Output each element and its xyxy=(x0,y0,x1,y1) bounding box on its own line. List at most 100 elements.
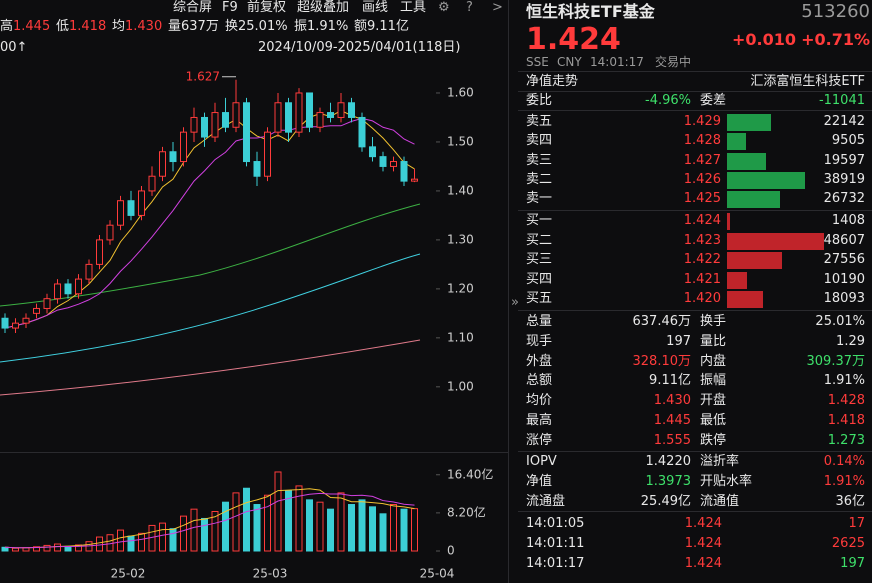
order-volume-bar xyxy=(727,114,772,131)
order-price: 1.424 xyxy=(683,213,721,228)
order-price: 1.422 xyxy=(683,252,721,267)
stat-label: 量 xyxy=(168,19,182,34)
divider xyxy=(518,310,872,311)
toolbar-icon[interactable]: ⚙ xyxy=(438,0,450,15)
candle-body xyxy=(369,146,376,158)
order-volume: 48607 xyxy=(823,232,865,248)
stat-label: 高 xyxy=(0,19,14,34)
menu-item[interactable]: F9 xyxy=(222,0,238,15)
order-volume-bar xyxy=(727,271,748,289)
volume-bar xyxy=(264,494,271,552)
date-range[interactable]: 2024/10/09-2025/04/01(118日) xyxy=(258,40,461,55)
order-volume: 38919 xyxy=(823,171,865,187)
stat-label: 额 xyxy=(354,19,368,34)
stat-label: 低 xyxy=(56,19,70,34)
volume-bar xyxy=(96,536,103,552)
chart-panel: 1.60 1.50 1.40 1.30 1.20 1.10 1.00 1.627 16.40亿 8… xyxy=(0,69,493,581)
volume-bar xyxy=(295,485,303,552)
price-change-pct: +0.71% xyxy=(801,30,870,49)
security-name: 恒生科技ETF基金 xyxy=(526,2,655,21)
order-volume: 9505 xyxy=(831,133,865,149)
order-volume: 26732 xyxy=(823,191,865,207)
order-price: 1.425 xyxy=(683,191,721,207)
detail-value: 0.14% xyxy=(823,454,865,469)
order-volume-bar xyxy=(727,152,767,170)
divider xyxy=(518,71,872,72)
quote-meta: CNY xyxy=(557,55,582,69)
volume-bar xyxy=(190,508,198,552)
candle-body xyxy=(64,283,72,295)
order-level: 买三 xyxy=(526,252,553,267)
y-tick-label: 1.60 xyxy=(447,85,474,99)
collapse-button[interactable]: » xyxy=(511,295,519,310)
menu-item[interactable]: 综合屏 xyxy=(173,0,213,15)
toolbar-icon[interactable]: > xyxy=(492,0,503,15)
volume-bar xyxy=(159,522,166,552)
candle-body xyxy=(243,102,250,163)
detail-value: 1.3973 xyxy=(645,473,692,489)
order-price: 1.421 xyxy=(683,271,721,287)
divider xyxy=(518,511,872,512)
candle-body xyxy=(295,92,303,133)
stat-label: 振 xyxy=(294,19,308,34)
quote-meta: 交易中 xyxy=(655,55,692,69)
candle-body xyxy=(106,224,114,241)
order-price: 1.427 xyxy=(683,152,721,168)
order-volume-bar xyxy=(727,252,782,269)
order-volume: 22142 xyxy=(823,114,865,129)
y-tick-label: 1.50 xyxy=(447,134,474,148)
detail-value: 1.91% xyxy=(823,373,865,389)
menu-item[interactable]: 超级叠加 xyxy=(297,0,350,15)
order-volume: 1408 xyxy=(831,213,865,228)
volume-bar xyxy=(400,508,408,552)
candle-body xyxy=(43,298,51,309)
detail-label: IOPV xyxy=(526,454,557,469)
divider xyxy=(518,110,872,111)
candle-body xyxy=(22,317,30,324)
candle-body xyxy=(180,131,187,163)
detail-label: 涨停 xyxy=(526,432,553,448)
detail-value: 197 xyxy=(666,333,691,349)
detail-label: 溢折率 xyxy=(700,454,740,469)
volume-bar xyxy=(327,508,334,552)
ratio-diff: -11041 xyxy=(818,93,865,108)
menu-item[interactable]: 画线 xyxy=(362,0,389,15)
menu-item[interactable]: 工具 xyxy=(400,0,427,15)
trade-price: 1.424 xyxy=(684,535,722,551)
y-tick-label: 1.40 xyxy=(447,183,474,197)
volume-bar xyxy=(306,499,313,552)
order-level: 买四 xyxy=(526,271,553,287)
menu-item[interactable]: 前复权 xyxy=(247,0,287,15)
candle-body xyxy=(96,239,103,265)
stat-label: 换 xyxy=(225,19,239,34)
candle-body xyxy=(127,200,135,216)
order-level: 买一 xyxy=(526,213,553,228)
nav-link[interactable]: 净值走势 xyxy=(526,74,579,89)
y-tick-label: 16.40亿 xyxy=(447,466,493,481)
volume-bar xyxy=(316,501,324,552)
detail-value: 25.49亿 xyxy=(640,493,691,509)
detail-value: 1.428 xyxy=(827,393,865,409)
candle-body xyxy=(169,151,177,163)
price-change: +0.010 xyxy=(731,30,796,49)
detail-value: 25.01% xyxy=(815,314,865,329)
candle-body xyxy=(190,116,198,133)
stat-label: 均 xyxy=(112,19,126,34)
volume-bar xyxy=(411,508,418,552)
detail-value: 1.445 xyxy=(653,413,691,428)
order-level: 卖四 xyxy=(526,133,553,149)
order-price: 1.429 xyxy=(683,114,721,129)
volume-bar xyxy=(222,501,229,552)
detail-value: 328.10万 xyxy=(632,353,692,369)
detail-label: 换手 xyxy=(700,314,727,329)
order-level: 买二 xyxy=(526,232,553,248)
detail-label: 流通盘 xyxy=(526,493,566,509)
detail-value: 1.4220 xyxy=(645,454,692,469)
toolbar-icon[interactable]: ? xyxy=(466,0,473,15)
y-tick-label: 1.00 xyxy=(447,379,474,393)
detail-label: 最高 xyxy=(526,413,553,428)
candle-body xyxy=(159,151,166,177)
candle-body xyxy=(253,161,261,177)
candle-body xyxy=(306,92,313,128)
order-level: 买五 xyxy=(526,291,553,306)
